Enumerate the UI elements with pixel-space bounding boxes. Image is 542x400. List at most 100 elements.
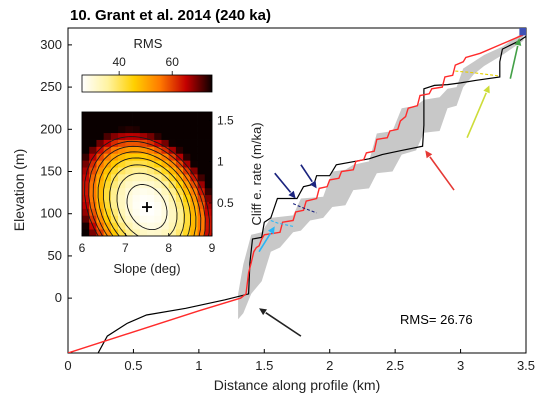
heatmap-cell xyxy=(168,112,177,120)
heatmap-cell xyxy=(110,187,119,196)
inset-heatmap-panel: RMS 40 60 6 7 8 9 0.5 1 1.5 Slope (deg) Cliff e… xyxy=(79,36,264,276)
heatmap-cell xyxy=(82,160,90,168)
heatmap-cell xyxy=(110,160,119,168)
heatmap-cell xyxy=(82,208,90,216)
heatmap-cell xyxy=(154,208,162,216)
heatmap-cell xyxy=(204,153,212,161)
heatmap-cell xyxy=(82,153,90,161)
heatmap-cell xyxy=(183,180,191,189)
heatmap-cell xyxy=(204,160,212,168)
heatmap-cell xyxy=(190,153,198,161)
heatmap-cell xyxy=(161,180,170,189)
x-axis-label: Distance along profile (km) xyxy=(214,377,381,393)
heatmap-cell xyxy=(96,194,105,202)
heatmap-cell xyxy=(132,208,141,216)
heatmap-cell xyxy=(190,222,198,230)
heatmap-cell xyxy=(118,215,126,223)
heatmap-cell xyxy=(103,194,112,202)
contour-line xyxy=(109,164,185,236)
heatmap-cell xyxy=(132,194,141,202)
heatmap-cell xyxy=(103,208,112,216)
heatmap-cell xyxy=(175,132,184,140)
heatmap-cell xyxy=(89,180,97,189)
x-tick-label: 1.5 xyxy=(255,358,273,373)
heatmap-cell xyxy=(118,125,126,134)
heatmap-cell xyxy=(110,146,119,154)
heatmap-cell xyxy=(161,229,170,236)
heatmap-cell xyxy=(96,180,105,189)
heatmap-cell xyxy=(190,139,198,147)
heatmap-cell xyxy=(204,229,212,236)
heatmap-cell xyxy=(147,160,155,168)
colorbar-tick-label: 40 xyxy=(112,55,126,69)
heatmap-cell xyxy=(139,229,148,236)
heatmap-cell xyxy=(118,174,126,182)
heatmap-cell xyxy=(96,132,105,140)
heatmap-cell xyxy=(197,215,206,223)
heatmap-cell xyxy=(204,187,212,196)
heatmap-cell xyxy=(175,167,184,175)
heatmap-cell xyxy=(204,132,212,140)
heatmap-cell xyxy=(147,167,155,175)
heatmap-cell xyxy=(175,229,184,236)
heatmap-cell xyxy=(161,174,170,182)
heatmap-cell xyxy=(183,118,191,127)
heatmap-cell xyxy=(139,153,148,161)
heatmap-cell xyxy=(175,222,184,230)
x-tick-label: 0.5 xyxy=(124,358,142,373)
heatmap-cell xyxy=(89,208,97,216)
heatmap-cell xyxy=(82,125,90,134)
heatmap-cell xyxy=(118,132,126,140)
dashed-connector xyxy=(270,219,294,227)
heatmap-cell xyxy=(175,187,184,196)
heatmap-cell xyxy=(132,187,141,196)
heatmap-cell xyxy=(183,167,191,175)
contour-line xyxy=(88,140,206,236)
heatmap-cell xyxy=(103,174,112,182)
heatmap-cell xyxy=(125,229,133,236)
heatmap-cell xyxy=(118,201,126,209)
inset-y-tick-label: 1 xyxy=(217,155,224,169)
heatmap-cell xyxy=(168,125,177,134)
heatmap-cell xyxy=(190,174,198,182)
heatmap-cell xyxy=(110,222,119,230)
heatmap-cell xyxy=(118,146,126,154)
heatmap-cell xyxy=(197,153,206,161)
colorbar-ticks: 40 60 xyxy=(112,55,179,75)
heatmap-cell xyxy=(103,180,112,189)
heatmap-cell xyxy=(161,215,170,223)
heatmap-cell xyxy=(161,187,170,196)
heatmap-cell xyxy=(89,201,97,209)
contour-line xyxy=(92,145,202,236)
heatmap-cell xyxy=(190,112,198,120)
heatmap-cell xyxy=(183,139,191,147)
heatmap-cell xyxy=(132,215,141,223)
chart-title: 10. Grant et al. 2014 (240 ka) xyxy=(70,7,271,24)
heatmap-cell xyxy=(183,125,191,134)
heatmap-cell xyxy=(168,208,177,216)
heatmap-cell xyxy=(118,222,126,230)
heatmap-cell xyxy=(168,139,177,147)
heatmap-cell xyxy=(132,118,141,127)
heatmap-cell xyxy=(197,174,206,182)
contour-line xyxy=(97,151,197,236)
heatmap-cell xyxy=(82,187,90,196)
heatmap-cell xyxy=(103,125,112,134)
heatmap-cell xyxy=(139,160,148,168)
best-fit-marker xyxy=(142,202,152,213)
x-tick-label: 0 xyxy=(64,358,71,373)
heatmap-cell xyxy=(154,118,162,127)
heatmap-cell xyxy=(89,118,97,127)
dashed-connector xyxy=(455,70,500,77)
heatmap-cell xyxy=(190,229,198,236)
heatmap-cell xyxy=(154,222,162,230)
heatmap-cell xyxy=(175,118,184,127)
heatmap-cell xyxy=(197,222,206,230)
heatmap-cell xyxy=(118,112,126,120)
heatmap-cell xyxy=(103,222,112,230)
heatmap-cell xyxy=(161,139,170,147)
heatmap-cell xyxy=(204,139,212,147)
heatmap-cell xyxy=(147,194,155,202)
heatmap-cell xyxy=(147,215,155,223)
inset-x-tick-label: 7 xyxy=(122,241,129,255)
